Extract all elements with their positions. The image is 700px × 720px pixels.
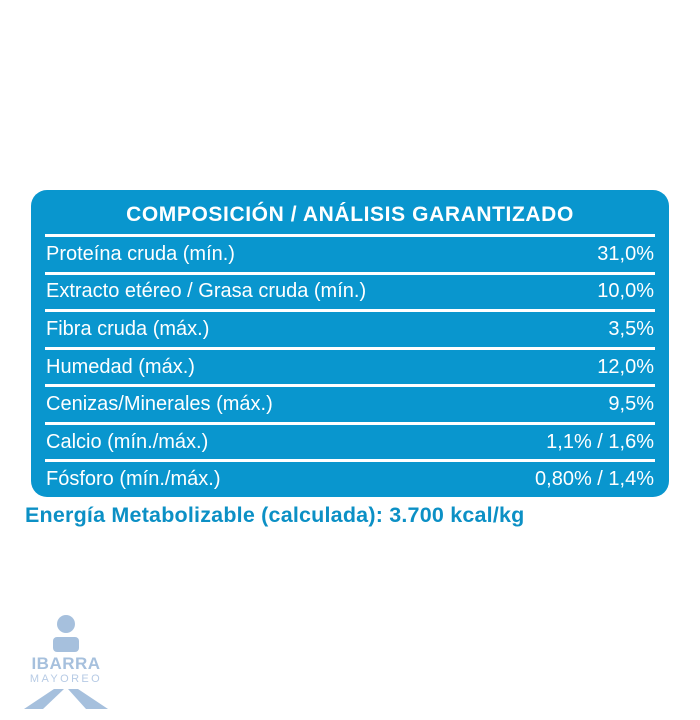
person-body-icon: [53, 637, 79, 652]
person-legs-icon: [24, 689, 108, 710]
table-row: Fósforo (mín./máx.) 0,80% / 1,4%: [45, 462, 655, 497]
row-label: Proteína cruda (mín.): [46, 242, 235, 265]
row-value: 9,5%: [608, 393, 654, 416]
table-row: Calcio (mín./máx.) 1,1% / 1,6%: [45, 425, 655, 463]
row-value: 0,80% / 1,4%: [535, 468, 654, 491]
watermark-logo: IBARRA MAYOREO: [22, 615, 110, 710]
analysis-table: Proteína cruda (mín.) 31,0% Extracto eté…: [45, 237, 655, 497]
row-label: Cenizas/Minerales (máx.): [46, 393, 273, 416]
row-value: 31,0%: [597, 242, 654, 265]
table-row: Proteína cruda (mín.) 31,0%: [45, 237, 655, 275]
brand-name: IBARRA: [31, 654, 101, 673]
composition-card: COMPOSICIÓN / ANÁLISIS GARANTIZADO Prote…: [31, 190, 669, 497]
table-row: Fibra cruda (máx.) 3,5%: [45, 312, 655, 350]
row-value: 12,0%: [597, 355, 654, 378]
table-row: Cenizas/Minerales (máx.) 9,5%: [45, 387, 655, 425]
person-head-icon: [57, 615, 75, 633]
row-value: 3,5%: [608, 317, 654, 340]
card-title: COMPOSICIÓN / ANÁLISIS GARANTIZADO: [45, 190, 655, 237]
row-label: Extracto etéreo / Grasa cruda (mín.): [46, 280, 367, 303]
row-label: Calcio (mín./máx.): [46, 430, 209, 453]
row-value: 1,1% / 1,6%: [546, 430, 654, 453]
table-row: Extracto etéreo / Grasa cruda (mín.) 10,…: [45, 275, 655, 313]
brand-subtitle: MAYOREO: [29, 672, 103, 685]
row-label: Humedad (máx.): [46, 355, 195, 378]
table-row: Humedad (máx.) 12,0%: [45, 350, 655, 388]
row-label: Fibra cruda (máx.): [46, 317, 210, 340]
row-label: Fósforo (mín./máx.): [46, 468, 221, 491]
energy-note: Energía Metabolizable (calculada): 3.700…: [25, 503, 525, 527]
row-value: 10,0%: [597, 280, 654, 303]
